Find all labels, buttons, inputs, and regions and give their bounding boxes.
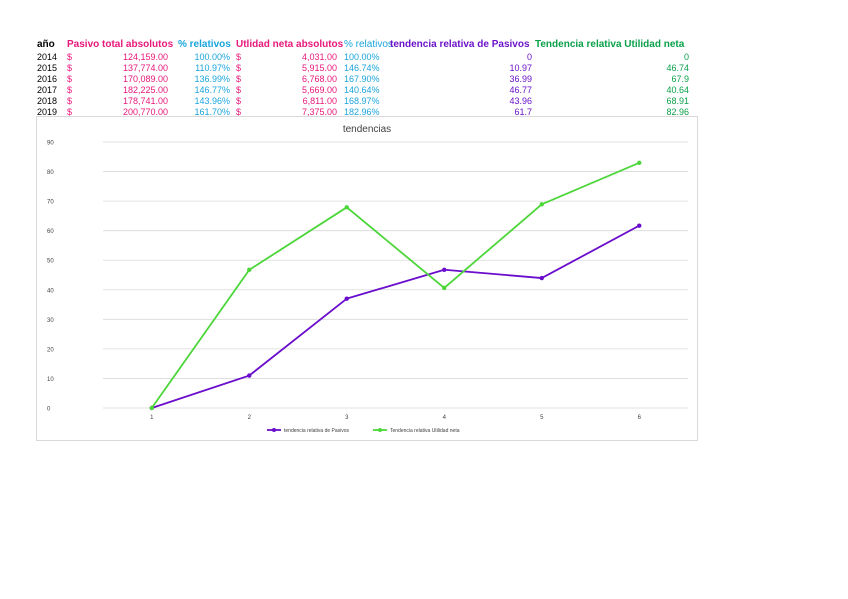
cell-year: 2018	[37, 95, 58, 106]
legend-marker	[272, 428, 276, 432]
cell-pasivo-rel: 110.97%	[195, 62, 230, 73]
currency-symbol: $	[236, 73, 242, 84]
currency-symbol: $	[67, 73, 73, 84]
cell-tend-pasivos: 36.99	[509, 73, 532, 84]
x-tick-label: 4	[443, 415, 447, 421]
line-chart: tendencias 0 10 20 30 40 50 60 70 80 90 1 2 3 4 5 6 tende…	[47, 124, 688, 434]
header-year: año	[37, 39, 55, 50]
chart-title: tendencias	[343, 124, 391, 135]
x-tick-label: 3	[345, 415, 349, 421]
chart-area: tendencias 0 10 20 30 40 50 60 70 80 90 1 2 3 4 5 6 tende…	[36, 116, 698, 441]
series-1-point	[539, 275, 544, 281]
currency-symbol: $	[236, 52, 242, 62]
x-tick-label: 1	[150, 415, 154, 421]
series-1-point	[344, 296, 349, 301]
x-tick-label: 5	[540, 415, 544, 421]
cell-pasivo-rel: 161.70%	[194, 106, 230, 117]
cell-pasivo-rel: 100.00%	[194, 52, 230, 62]
series-2-point	[442, 285, 447, 291]
cell-tend-pasivos: 46.77	[509, 84, 532, 95]
currency-symbol: $	[236, 95, 242, 106]
series-2-point	[539, 202, 544, 207]
y-tick-label: 40	[47, 288, 54, 294]
cell-tend-utilidad: 68.91	[666, 95, 689, 106]
y-tick-label: 50	[47, 259, 54, 265]
series-2-point	[344, 205, 349, 210]
currency-symbol: $	[67, 52, 73, 62]
cell-pasivo-rel: 143.96%	[194, 95, 230, 106]
y-tick-label: 70	[47, 200, 54, 206]
y-tick-label: 90	[47, 141, 54, 147]
cell-pasivo-abs: 170,089.00	[122, 73, 168, 84]
x-tick-label: 2	[248, 415, 252, 421]
y-tick-label: 0	[47, 407, 51, 413]
currency-symbol: $	[67, 84, 73, 95]
cell-pasivo-abs: 182,225.00	[122, 84, 168, 95]
series-1-point	[442, 267, 447, 272]
cell-tend-utilidad: 46.74	[666, 62, 689, 73]
cell-pasivo-rel: 146.77%	[194, 84, 230, 95]
header-tendencia-utilidad: Tendencia relativa Utilidad neta	[535, 39, 685, 50]
cell-utilidad-abs: 6,768.00	[301, 73, 337, 84]
cell-tend-utilidad: 40.64	[666, 84, 689, 95]
series-1-point	[247, 373, 252, 378]
legend-label: Tendencia relativa Utilidad neta	[390, 428, 460, 434]
series-1-point	[637, 223, 642, 228]
cell-utilidad-rel: 182.96%	[344, 106, 380, 117]
header-tendencia-pasivos: tendencia relativa de Pasivos	[390, 39, 530, 50]
y-tick-label: 60	[47, 229, 54, 235]
header-utilidad-absolutos: Utlidad neta absolutos	[236, 39, 344, 50]
y-tick-label: 30	[47, 318, 54, 324]
cell-pasivo-rel: 136.99%	[194, 73, 230, 84]
cell-year: 2016	[37, 73, 58, 84]
cell-year: 2019	[37, 106, 58, 117]
cell-utilidad-abs: 7,375.00	[301, 106, 337, 117]
currency-symbol: $	[236, 106, 242, 117]
cell-year: 2014	[37, 52, 58, 62]
cell-utilidad-abs: 4,031.00	[301, 52, 337, 62]
series-2-point	[247, 267, 252, 273]
cell-pasivo-abs: 137,774.00	[122, 62, 168, 73]
series-2-point	[637, 160, 642, 166]
cell-tend-pasivos: 10.97	[509, 62, 532, 73]
currency-symbol: $	[67, 106, 73, 117]
cell-utilidad-rel: 140.64%	[344, 84, 380, 95]
cell-tend-pasivos: 0	[526, 52, 532, 62]
header-utilidad-relativos: % relativos	[344, 39, 393, 50]
header-pasivo-absolutos: Pasivo total absolutos	[67, 39, 174, 50]
cell-utilidad-abs: 6,811.00	[302, 95, 337, 106]
series-line-1	[151, 224, 640, 409]
y-tick-label: 10	[47, 377, 54, 383]
cell-utilidad-rel: 146.74%	[344, 62, 380, 73]
cell-utilidad-rel: 168.97%	[344, 95, 380, 106]
y-tick-label: 80	[47, 170, 54, 176]
cell-year: 2017	[37, 84, 58, 95]
cell-pasivo-abs: 178,741.00	[122, 95, 168, 106]
cell-utilidad-abs: 5,669.00	[301, 84, 337, 95]
y-tick-label: 20	[47, 347, 54, 353]
legend-marker	[378, 428, 382, 432]
legend-label: tendencia relativa de Pasivos	[284, 428, 350, 434]
cell-tend-pasivos: 43.96	[509, 95, 532, 106]
header-pasivo-relativos: % relativos	[178, 39, 231, 50]
cell-pasivo-abs: 200,770.00	[122, 106, 168, 117]
currency-symbol: $	[67, 95, 73, 106]
cell-utilidad-rel: 167.90%	[344, 73, 380, 84]
cell-tend-utilidad: 0	[683, 52, 689, 62]
cell-tend-utilidad: 82.96	[666, 106, 689, 117]
cell-pasivo-abs: 124,159.00	[122, 52, 168, 62]
cell-year: 2015	[37, 62, 58, 73]
cell-utilidad-rel: 100.00%	[344, 52, 380, 62]
cell-utilidad-abs: 5,915.00	[301, 62, 337, 73]
series-2-point	[149, 405, 154, 411]
x-tick-label: 6	[638, 415, 642, 421]
currency-symbol: $	[236, 84, 242, 95]
cell-tend-pasivos: 61.7	[514, 106, 532, 117]
cell-tend-utilidad: 67.9	[671, 73, 689, 84]
series-line-2	[151, 161, 640, 409]
currency-symbol: $	[67, 62, 73, 73]
currency-symbol: $	[236, 62, 242, 73]
